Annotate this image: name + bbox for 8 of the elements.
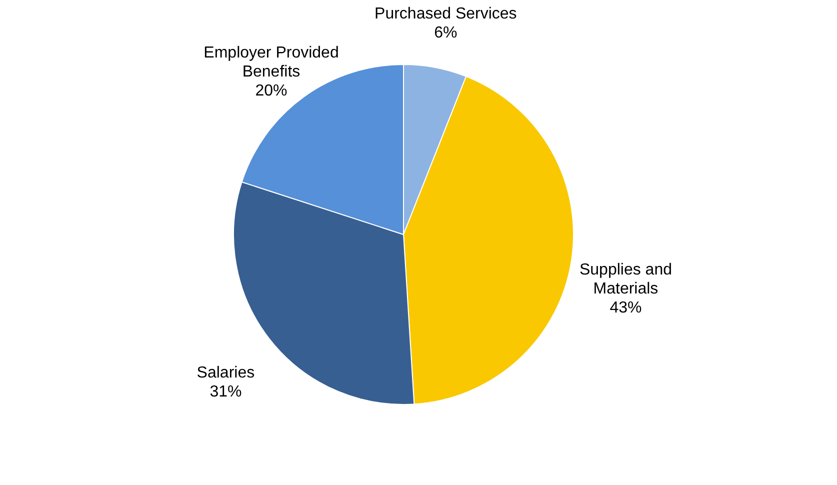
data-label: 6% xyxy=(434,24,458,42)
data-label: 20% xyxy=(255,82,288,100)
data-label: 43% xyxy=(610,300,642,317)
data-label: 31% xyxy=(210,383,242,400)
slice-label: Supplies and Materials xyxy=(579,262,672,298)
slice-label: Employer Provided Benefits xyxy=(204,44,339,80)
slice-label: Salaries xyxy=(196,364,255,382)
slice-label: Purchased Services xyxy=(374,5,517,22)
